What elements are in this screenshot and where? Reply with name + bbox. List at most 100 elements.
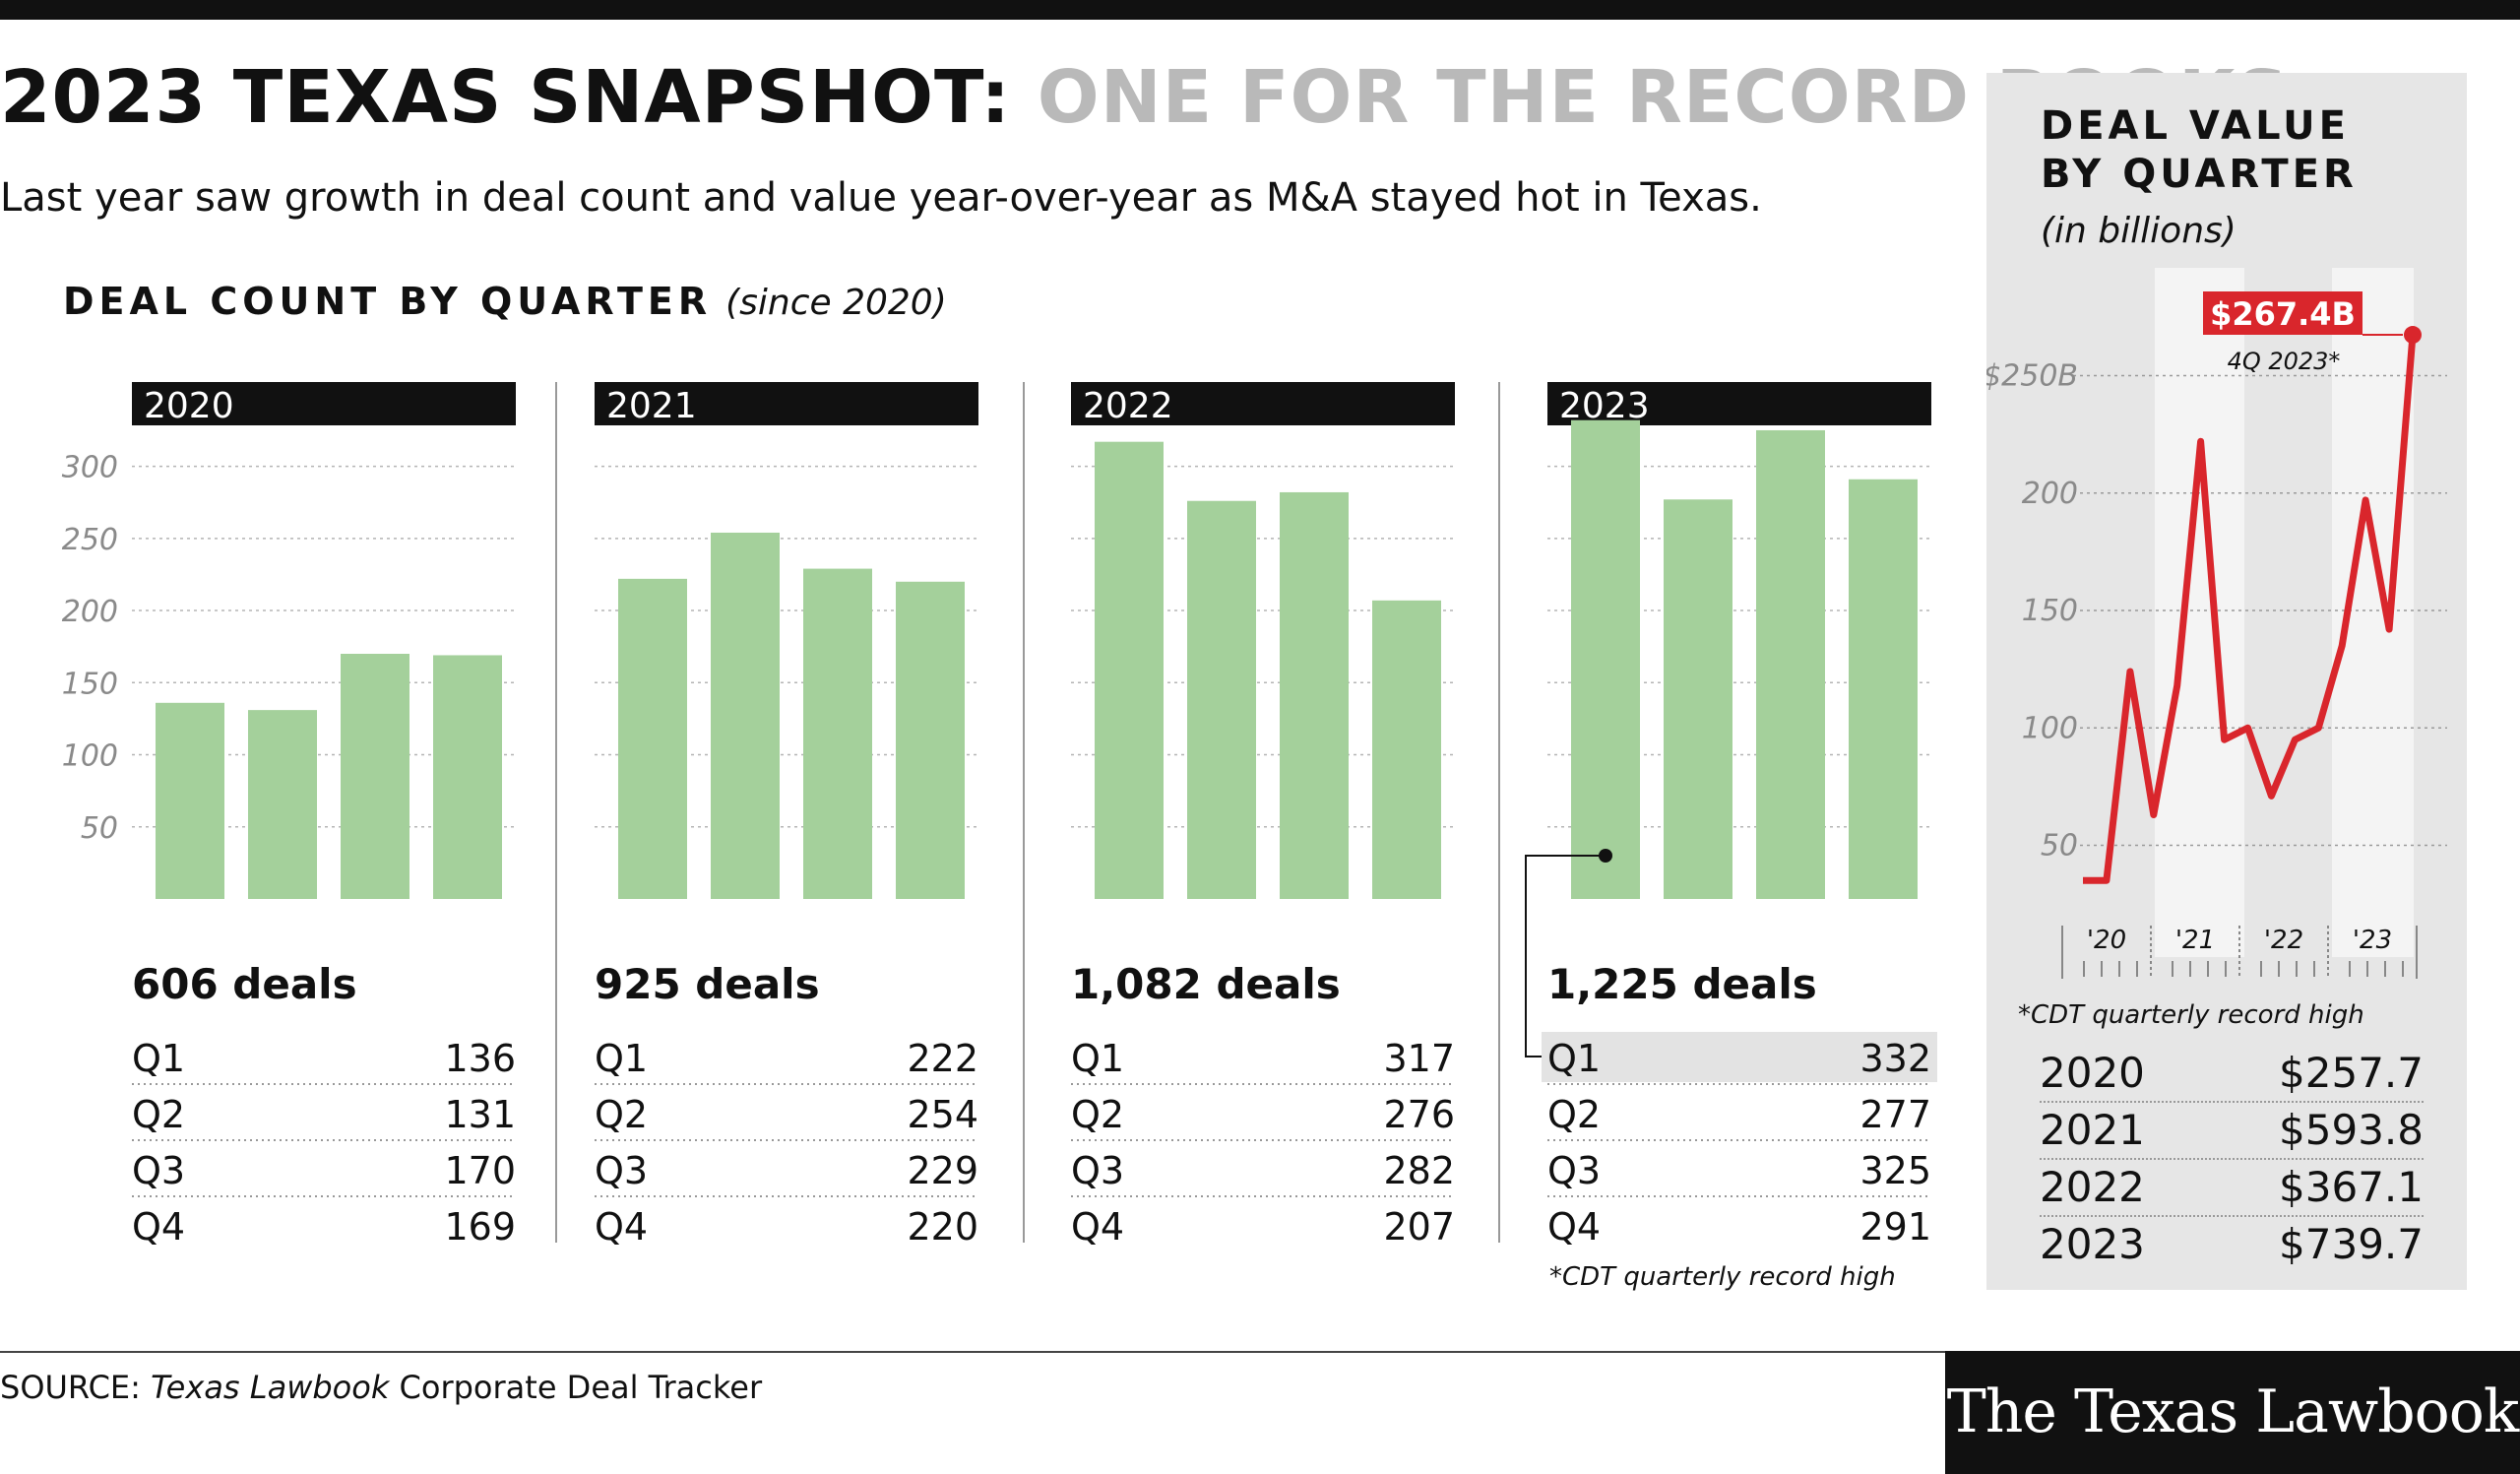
title-main: 2023 TEXAS SNAPSHOT: <box>0 55 1012 140</box>
source-publication: Texas Lawbook <box>151 1369 390 1406</box>
quarter-label: Q4 <box>1071 1205 1124 1249</box>
callout-label: 4Q 2023* <box>2228 348 2341 375</box>
deal-value-title-line1: DEAL VALUE <box>2041 103 2350 149</box>
quarter-label: Q3 <box>132 1149 185 1192</box>
top-bar <box>0 0 2520 20</box>
y-tick-label: 200 <box>2022 477 2078 511</box>
deal-count-title-note: (since 2020) <box>725 283 947 323</box>
quarter-value: 222 <box>907 1037 978 1080</box>
quarter-label: Q3 <box>595 1149 648 1192</box>
value-line <box>2083 334 2417 884</box>
callout-value: $267.4B <box>2210 295 2356 333</box>
y-tick-label: 50 <box>2041 829 2078 864</box>
totals-value: $257.7 <box>2279 1049 2424 1097</box>
deal-count-chart: 50 100 150 200 250 300 2020 606 deals Q1 136 Q2 131… <box>62 382 1937 1249</box>
value-endpoint <box>2404 326 2422 345</box>
quarter-value: 169 <box>444 1205 516 1249</box>
quarter-value: 170 <box>444 1149 516 1192</box>
source-rest: Corporate Deal Tracker <box>399 1369 763 1406</box>
y-tick-label: 100 <box>2022 711 2078 745</box>
y-tick-label: $250B <box>1986 359 2078 394</box>
quarter-value: 332 <box>1859 1037 1931 1080</box>
total-deals-label: 1,082 deals <box>1071 960 1341 1008</box>
y-tick-label: 100 <box>62 739 118 774</box>
quarter-value: 317 <box>1383 1037 1455 1080</box>
bar <box>1372 600 1441 899</box>
totals-year: 2020 <box>2040 1049 2145 1097</box>
quarter-label: Q1 <box>132 1037 185 1080</box>
bar <box>1571 419 1640 899</box>
deal-count-title: DEAL COUNT BY QUARTER <box>63 280 713 323</box>
year-label-bg <box>1547 382 1931 425</box>
quarter-value: 220 <box>907 1205 978 1249</box>
quarter-value: 282 <box>1383 1149 1455 1192</box>
y-tick-label: 200 <box>62 595 118 629</box>
row-highlight <box>1542 1032 1937 1082</box>
source-label: SOURCE: <box>0 1369 141 1406</box>
totals-value: $739.7 <box>2279 1220 2424 1268</box>
deal-value-footnote: *CDT quarterly record high <box>2018 1000 2364 1030</box>
bar <box>156 702 224 899</box>
deal-count-footnote: *CDT quarterly record high <box>1549 1262 1896 1292</box>
quarter-label: Q1 <box>1547 1037 1601 1080</box>
quarter-label: Q4 <box>1547 1205 1601 1249</box>
bar <box>1095 441 1164 899</box>
quarter-label: Q3 <box>1071 1149 1124 1192</box>
callout-leader <box>1525 855 1606 1057</box>
year-label: 2022 <box>1083 386 1173 426</box>
totals-row: 2023 $739.7 <box>2040 1217 2424 1272</box>
texas-lawbook-logo: The Texas Lawbook <box>1945 1351 2520 1474</box>
year-label: 2020 <box>144 386 234 426</box>
deal-value-chart: 50 100 150 200 $250B '20 '21 '22 '23 $267.4B 4Q 20… <box>1986 268 2447 979</box>
page-title: 2023 TEXAS SNAPSHOT: ONE FOR THE RECORD … <box>0 61 2290 134</box>
x-tick-label: '20 <box>2087 926 2126 955</box>
quarter-value: 136 <box>444 1037 516 1080</box>
y-tick-label: 300 <box>62 451 118 485</box>
totals-value: $367.1 <box>2279 1163 2424 1211</box>
year-label-bg <box>1071 382 1455 425</box>
quarter-label: Q1 <box>595 1037 648 1080</box>
bar <box>433 655 502 899</box>
deal-count-heading: DEAL COUNT BY QUARTER (since 2020) <box>63 280 947 323</box>
bar <box>341 654 410 899</box>
quarter-value: 229 <box>907 1149 978 1192</box>
y-tick-label: 150 <box>2022 594 2078 628</box>
x-tick-label: '22 <box>2264 926 2303 955</box>
deal-value-title: DEAL VALUE BY QUARTER <box>2041 102 2358 199</box>
totals-year: 2022 <box>2040 1163 2145 1211</box>
totals-row: 2020 $257.7 <box>2040 1046 2424 1103</box>
total-deals-label: 925 deals <box>595 960 820 1008</box>
y-tick-label: 50 <box>81 811 118 846</box>
total-deals-label: 1,225 deals <box>1547 960 1817 1008</box>
totals-year: 2021 <box>2040 1106 2145 1154</box>
year-label: 2023 <box>1559 386 1650 426</box>
year-label-bg <box>132 382 516 425</box>
quarter-value: 131 <box>444 1093 516 1136</box>
quarter-value: 325 <box>1859 1149 1931 1192</box>
footer-rule <box>0 1351 2520 1353</box>
year-label-bg <box>595 382 978 425</box>
quarter-label: Q2 <box>1071 1093 1124 1136</box>
totals-value: $593.8 <box>2279 1106 2424 1154</box>
bar <box>618 578 687 899</box>
source-credit: SOURCE: Texas Lawbook Corporate Deal Tra… <box>0 1369 762 1406</box>
deal-value-units: (in billions) <box>2041 211 2236 251</box>
year-label: 2021 <box>606 386 697 426</box>
bar <box>248 710 317 899</box>
bar <box>1664 499 1732 899</box>
quarter-label: Q1 <box>1071 1037 1124 1080</box>
bar <box>1756 429 1825 899</box>
bar <box>1849 479 1918 899</box>
quarter-value: 277 <box>1859 1093 1931 1136</box>
quarter-label: Q2 <box>595 1093 648 1136</box>
quarter-value: 207 <box>1383 1205 1455 1249</box>
bar <box>1280 491 1349 899</box>
quarter-value: 254 <box>907 1093 978 1136</box>
quarter-label: Q3 <box>1547 1149 1601 1192</box>
quarter-label: Q4 <box>595 1205 648 1249</box>
totals-row: 2021 $593.8 <box>2040 1103 2424 1160</box>
quarter-label: Q2 <box>1547 1093 1601 1136</box>
callout-box <box>2203 291 2362 335</box>
totals-row: 2022 $367.1 <box>2040 1160 2424 1217</box>
bar <box>803 568 872 899</box>
